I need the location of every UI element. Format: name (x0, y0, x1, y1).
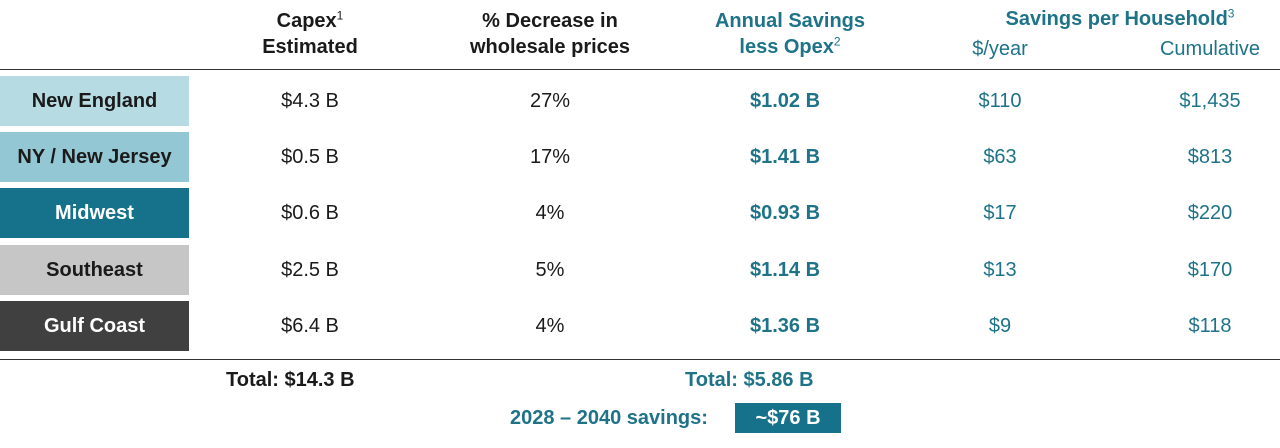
header-decrease-line1: % Decrease in (482, 10, 618, 32)
total-savings: Total: $5.86 B (685, 369, 814, 391)
per-year-value: $110 (978, 89, 1022, 112)
header-cumulative: Cumulative (1159, 38, 1261, 60)
cumulative-value: $118 (1188, 314, 1232, 337)
header-savings-line2: less Opex (739, 36, 834, 58)
total-capex: Total: $14.3 B (226, 369, 355, 391)
region-label: NY / New Jersey (0, 132, 189, 182)
header-per-year: $/year (972, 38, 1028, 60)
decrease-value: 17% (529, 145, 571, 168)
per-year-value: $63 (983, 145, 1017, 168)
capex-value: $2.5 B (281, 258, 339, 281)
decrease-value: 4% (535, 314, 565, 337)
decrease-value: 4% (535, 201, 565, 224)
header-capex-line1: Capex (276, 10, 337, 32)
region-label: Midwest (0, 188, 189, 238)
savings-value: $1.36 B (749, 314, 821, 337)
cumulative-value: $220 (1187, 201, 1233, 224)
header-household: Savings per Household3 (960, 6, 1280, 32)
header-decrease-line2: wholesale prices (469, 36, 631, 58)
capex-value: $6.4 B (281, 314, 339, 337)
cumulative-value: $813 (1187, 145, 1233, 168)
header-capex-line2: Estimated (262, 36, 358, 58)
header-household-title: Savings per Household (1005, 8, 1228, 30)
period-savings-label: 2028 – 2040 savings: (510, 407, 708, 429)
header-decrease: % Decrease in wholesale prices (440, 8, 660, 60)
header-savings-line1: Annual Savings (714, 10, 866, 32)
footnote-1: 1 (336, 8, 344, 23)
footnote-2: 2 (833, 34, 841, 49)
header-capex: Capex1 Estimated (220, 8, 400, 60)
per-year-value: $9 (988, 314, 1012, 337)
per-year-value: $13 (983, 258, 1017, 281)
header-rule (0, 69, 1280, 70)
header-savings: Annual Savings less Opex2 (690, 8, 890, 60)
period-savings-badge: ~$76 B (735, 403, 841, 433)
region-label: New England (0, 76, 189, 126)
capex-value: $4.3 B (281, 89, 339, 112)
cumulative-value: $1,435 (1179, 89, 1241, 112)
savings-value: $1.14 B (749, 258, 821, 281)
decrease-value: 27% (529, 89, 571, 112)
region-label: Southeast (0, 245, 189, 295)
savings-value: $1.41 B (749, 145, 821, 168)
cumulative-value: $170 (1187, 258, 1233, 281)
savings-value: $1.02 B (749, 89, 821, 112)
footnote-3: 3 (1227, 6, 1235, 21)
region-label: Gulf Coast (0, 301, 189, 351)
per-year-value: $17 (983, 201, 1017, 224)
totals-rule (0, 359, 1280, 360)
savings-value: $0.93 B (749, 201, 821, 224)
capex-value: $0.5 B (281, 145, 339, 168)
decrease-value: 5% (535, 258, 565, 281)
capex-value: $0.6 B (281, 201, 339, 224)
